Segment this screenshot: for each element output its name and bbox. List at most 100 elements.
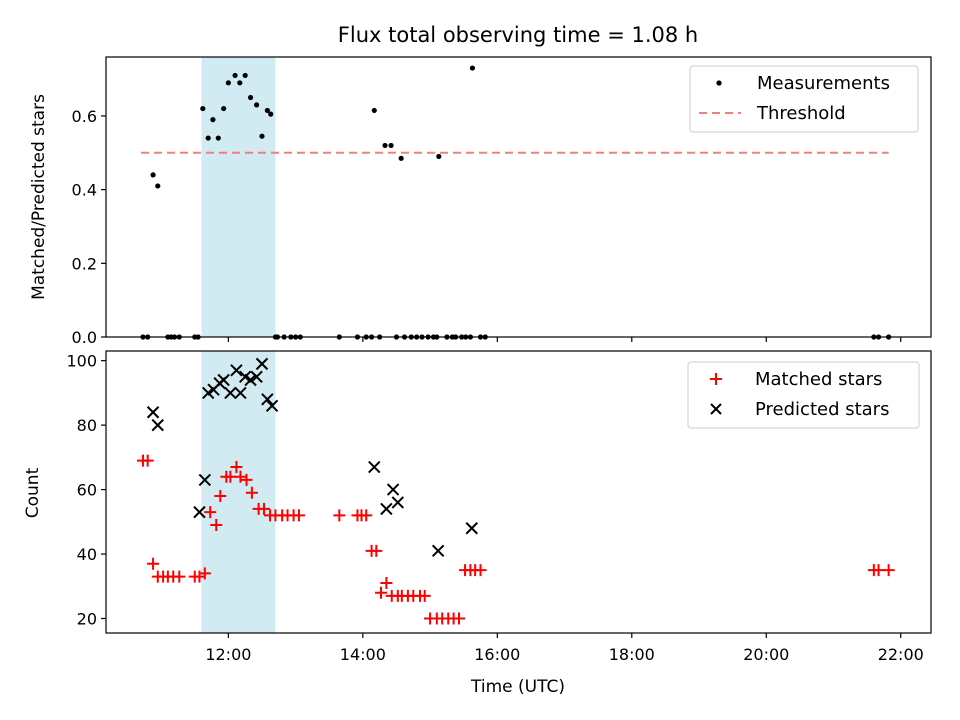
matched-star-point — [230, 461, 243, 474]
predicted-star-point — [151, 418, 164, 432]
matched-star-point — [452, 612, 465, 625]
predicted-star-point — [431, 544, 445, 558]
matched-star-point — [214, 490, 227, 503]
predicted-star-point — [250, 370, 263, 383]
measurement-point — [237, 80, 243, 86]
x-tick-label: 22:00 — [878, 645, 924, 664]
predicted-star-point — [368, 460, 381, 474]
predicted-star-point — [198, 473, 212, 487]
top-highlight-span — [201, 57, 276, 337]
matched-star-point — [204, 506, 217, 519]
matched-stars-points — [136, 454, 895, 625]
measurement-point — [242, 72, 248, 79]
top-y-axis-label: Matched/Predicted stars — [29, 94, 49, 300]
measurement-point — [398, 155, 404, 161]
measurement-point — [268, 111, 274, 117]
measurement-point — [259, 133, 265, 139]
measurement-point — [221, 105, 227, 112]
matched-star-point — [224, 470, 237, 483]
y-tick-label: 40 — [77, 545, 97, 564]
x-tick-label: 16:00 — [474, 645, 520, 664]
matched-star-point — [258, 502, 271, 515]
predicted-star-point — [193, 505, 206, 519]
legend-threshold-label: Threshold — [756, 103, 846, 124]
matched-star-point — [872, 564, 885, 577]
matched-star-point — [141, 454, 154, 467]
bottom-y-axis-label: Count — [23, 467, 43, 518]
measurement-point — [388, 142, 394, 149]
top-x-ticks — [227, 337, 902, 342]
predicted-star-point — [244, 373, 257, 387]
legend-measurements-label: Measurements — [757, 73, 890, 94]
measurement-point — [382, 142, 388, 149]
measurement-point — [225, 80, 231, 86]
predicted-star-point — [386, 483, 400, 496]
predicted-star-point — [224, 386, 237, 400]
y-tick-label: 0.2 — [72, 254, 97, 273]
matched-star-point — [474, 564, 487, 577]
bottom-legend: Matched stars Predicted stars — [687, 361, 920, 429]
x-tick-label: 20:00 — [743, 645, 789, 664]
legend-matched-marker — [710, 373, 722, 385]
x-tick-label: 18:00 — [609, 645, 655, 664]
predicted-star-point — [380, 502, 393, 516]
matched-star-point — [360, 509, 373, 522]
bottom-highlight-span — [201, 351, 276, 633]
predicted-star-point — [230, 364, 243, 377]
matched-star-point — [173, 570, 186, 583]
matched-star-point — [245, 486, 258, 499]
matched-star-point — [147, 557, 160, 570]
y-tick-label: 0.4 — [72, 181, 97, 200]
matched-star-point — [882, 564, 895, 577]
predicted-star-point — [255, 357, 269, 371]
measurement-point — [215, 135, 221, 141]
predicted-star-point — [265, 399, 279, 412]
predicted-star-point — [465, 522, 478, 535]
matched-star-point — [240, 473, 253, 486]
bottom-panel: 20 40 60 80 100 12:00 14:00 16:00 18:00 20:00 22:… — [23, 350, 932, 697]
x-tick-label: 14:00 — [340, 645, 386, 664]
top-legend-box — [689, 65, 919, 133]
top-panel: 0.0 0.2 0.4 0.6 Matched/Predicted stars Mea… — [29, 56, 932, 347]
bottom-x-ticks: 12:00 14:00 16:00 18:00 20:00 22:00 — [205, 633, 924, 664]
predicted-star-point — [217, 373, 230, 387]
measurement-point — [232, 72, 238, 79]
chart-title: Flux total observing time = 1.08 h — [338, 23, 698, 47]
top-y-ticks: 0.0 0.2 0.4 0.6 — [72, 107, 106, 347]
predicted-star-point — [261, 393, 274, 406]
matched-star-point — [375, 586, 387, 599]
legend-measurements-marker — [716, 80, 722, 86]
measurement-point — [210, 117, 216, 123]
y-tick-label: 80 — [77, 416, 97, 435]
bottom-y-ticks: 20 40 60 80 100 — [66, 352, 106, 628]
x-axis-label: Time (UTC) — [470, 677, 565, 697]
predicted-star-point — [146, 406, 160, 419]
matched-star-point — [418, 589, 431, 602]
y-tick-label: 0.6 — [72, 107, 97, 126]
matched-star-point — [370, 544, 383, 557]
matched-star-point — [198, 567, 211, 580]
matched-star-point — [234, 470, 247, 483]
measurement-point — [254, 102, 260, 108]
predicted-star-point — [391, 496, 405, 509]
matched-star-point — [333, 509, 346, 522]
measurement-point — [469, 65, 476, 71]
top-legend: Measurements Threshold — [689, 65, 919, 133]
measurement-point — [264, 107, 270, 114]
y-tick-label: 60 — [77, 481, 97, 500]
x-tick-label: 12:00 — [205, 645, 251, 664]
measurement-point — [205, 135, 211, 141]
measurement-point — [150, 172, 156, 178]
top-plot-frame — [105, 56, 932, 338]
legend-predicted-marker — [710, 403, 722, 415]
predicted-star-point — [234, 386, 247, 400]
matched-star-point — [380, 577, 393, 590]
measurement-point — [247, 94, 254, 101]
matched-star-point — [292, 509, 305, 522]
y-tick-label: 20 — [77, 609, 97, 628]
legend-predicted-label: Predicted stars — [755, 399, 889, 420]
matched-star-point — [210, 519, 223, 532]
measurement-point — [371, 107, 377, 114]
measurements-points — [140, 65, 892, 340]
